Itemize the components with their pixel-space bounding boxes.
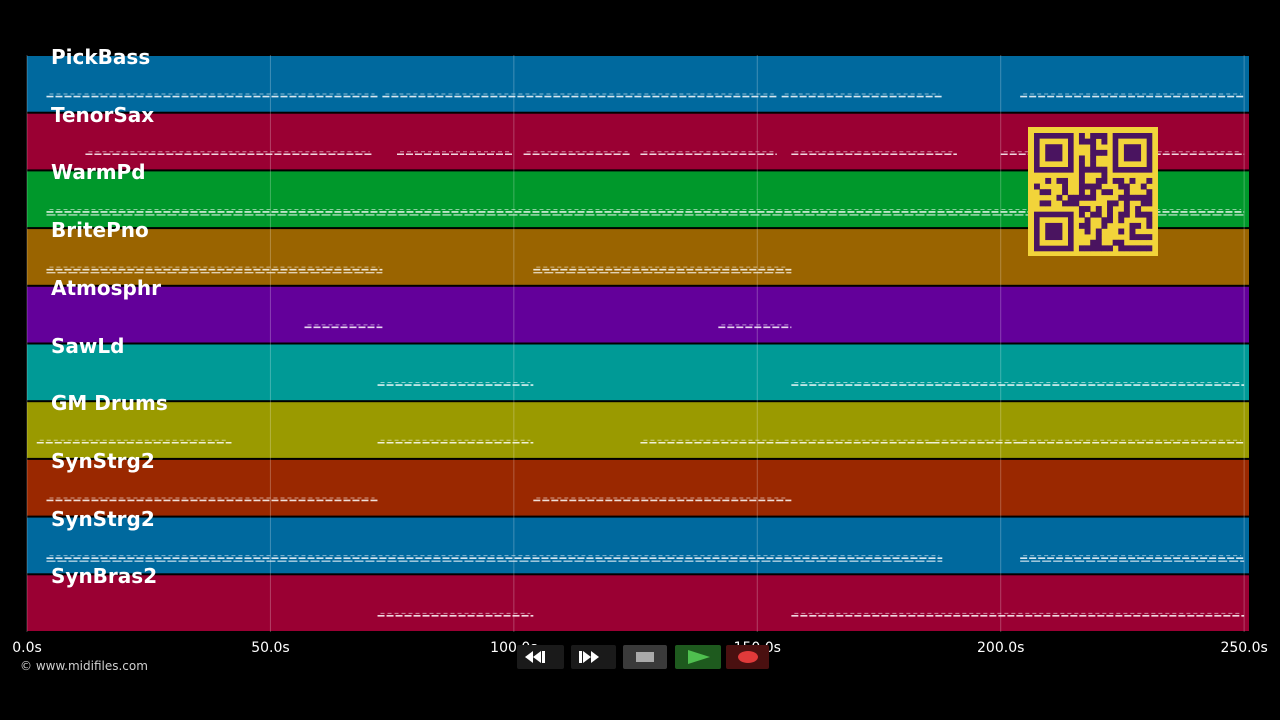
credit-text: © www.midifiles.com [20, 659, 148, 673]
track-band [27, 459, 1249, 516]
time-tick-label: 0.0s [12, 640, 42, 656]
track-band [27, 402, 1249, 458]
time-tick-label: 250.0s [1220, 640, 1268, 656]
stop-icon [636, 652, 654, 662]
track-label: WarmPd [51, 160, 146, 185]
play-button[interactable] [675, 645, 721, 669]
transport-controls [512, 643, 770, 670]
track-band [27, 517, 1249, 574]
fast-forward-button[interactable] [571, 645, 616, 669]
track-label: SawLd [51, 333, 125, 358]
track-label: SynBras2 [51, 564, 158, 589]
track-label: TenorSax [51, 102, 155, 127]
track-label: Atmosphr [51, 275, 161, 300]
play-icon [688, 650, 710, 664]
track-label: BritePno [51, 218, 149, 243]
track-label: PickBass [51, 45, 151, 69]
track-band [27, 286, 1249, 343]
qr-code-icon [1028, 127, 1158, 256]
track-band [27, 56, 1249, 112]
time-tick-label: 200.0s [977, 640, 1025, 656]
track-label: GM Drums [51, 391, 168, 416]
time-tick-label: 50.0s [251, 640, 290, 656]
track-label: SynStrg2 [51, 448, 155, 473]
record-icon [738, 651, 758, 663]
rewind-icon [525, 651, 545, 663]
fast-forward-icon [579, 651, 599, 663]
track-label: SynStrg2 [51, 506, 155, 531]
track-band [27, 344, 1249, 401]
stop-button[interactable] [623, 645, 667, 669]
track-band [27, 575, 1249, 631]
record-button[interactable] [726, 645, 769, 669]
rewind-button[interactable] [517, 645, 564, 669]
